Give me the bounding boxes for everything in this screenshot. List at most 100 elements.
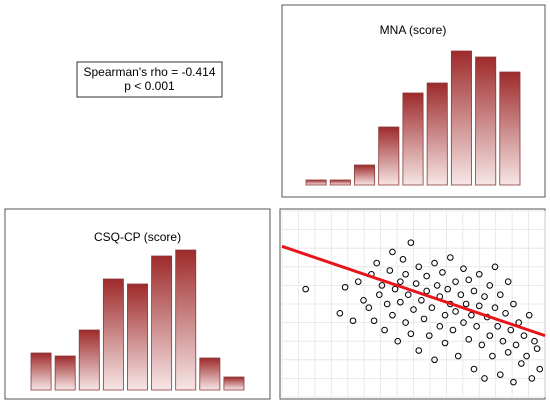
point bbox=[423, 287, 430, 295]
bar bbox=[199, 357, 221, 391]
point bbox=[399, 256, 407, 263]
point bbox=[394, 337, 402, 345]
point bbox=[431, 356, 438, 364]
point bbox=[418, 296, 425, 304]
point bbox=[520, 332, 528, 339]
point bbox=[478, 341, 486, 349]
annotation-box bbox=[76, 61, 223, 98]
bar bbox=[78, 329, 100, 391]
point bbox=[449, 326, 457, 334]
point bbox=[383, 300, 391, 308]
point bbox=[528, 375, 536, 382]
annotation-line: p < 0.001 bbox=[124, 79, 175, 93]
point bbox=[428, 304, 436, 312]
bar bbox=[402, 92, 424, 186]
point bbox=[410, 306, 417, 313]
point bbox=[431, 259, 438, 267]
point bbox=[404, 291, 412, 299]
point bbox=[502, 310, 509, 317]
bar bbox=[329, 179, 351, 186]
bar bbox=[30, 352, 52, 391]
point bbox=[402, 270, 409, 278]
bar bbox=[475, 56, 497, 186]
point bbox=[499, 337, 507, 345]
point bbox=[470, 365, 478, 373]
bar bbox=[175, 249, 197, 391]
fit-line bbox=[281, 244, 546, 338]
point bbox=[425, 332, 433, 339]
point bbox=[436, 323, 444, 330]
annotation-line: Spearman's rho = -0.414 bbox=[83, 65, 215, 79]
point bbox=[391, 285, 399, 293]
point bbox=[486, 282, 494, 289]
point bbox=[420, 315, 428, 323]
point bbox=[494, 323, 501, 330]
point bbox=[536, 365, 544, 373]
point bbox=[491, 304, 499, 312]
point bbox=[402, 319, 409, 326]
bar bbox=[54, 355, 76, 391]
point bbox=[389, 311, 396, 319]
point bbox=[504, 349, 512, 356]
point bbox=[496, 291, 504, 299]
point bbox=[460, 319, 467, 326]
point bbox=[302, 285, 309, 293]
point bbox=[407, 239, 415, 246]
point bbox=[510, 378, 517, 386]
point bbox=[386, 267, 394, 274]
point bbox=[381, 326, 388, 334]
point bbox=[441, 311, 449, 319]
point bbox=[507, 326, 515, 334]
bar bbox=[223, 376, 245, 391]
point bbox=[460, 265, 467, 272]
point bbox=[486, 332, 494, 339]
bar bbox=[378, 126, 400, 186]
point bbox=[397, 298, 404, 306]
point bbox=[454, 352, 462, 360]
point bbox=[457, 291, 465, 299]
point bbox=[473, 323, 480, 330]
point bbox=[354, 278, 362, 285]
panel-frame bbox=[281, 4, 546, 198]
point bbox=[531, 337, 538, 345]
point bbox=[475, 270, 483, 278]
bar bbox=[305, 179, 327, 186]
point bbox=[397, 278, 404, 285]
point bbox=[415, 347, 423, 354]
point bbox=[491, 263, 499, 271]
point bbox=[447, 254, 454, 261]
panel-frame bbox=[4, 208, 271, 400]
point bbox=[439, 269, 446, 276]
point bbox=[468, 311, 475, 319]
point bbox=[512, 341, 520, 349]
point bbox=[475, 302, 483, 310]
chart-title: MNA (score) bbox=[380, 23, 447, 37]
point bbox=[462, 300, 470, 308]
point bbox=[373, 259, 380, 267]
point bbox=[360, 296, 367, 304]
point bbox=[415, 263, 423, 271]
point bbox=[504, 278, 512, 285]
point bbox=[510, 300, 517, 308]
point bbox=[423, 272, 430, 280]
point bbox=[444, 285, 451, 293]
point bbox=[525, 311, 533, 319]
point bbox=[341, 283, 349, 291]
point bbox=[489, 352, 496, 360]
point bbox=[365, 304, 373, 312]
point bbox=[518, 360, 525, 367]
point bbox=[389, 248, 396, 256]
point bbox=[496, 371, 504, 378]
point bbox=[336, 310, 344, 317]
point bbox=[533, 345, 541, 352]
bar bbox=[102, 278, 124, 391]
point bbox=[481, 293, 488, 300]
point bbox=[523, 352, 530, 360]
point bbox=[349, 317, 357, 325]
point bbox=[452, 308, 459, 315]
point bbox=[452, 278, 459, 285]
point bbox=[441, 339, 449, 347]
bar bbox=[499, 71, 521, 186]
